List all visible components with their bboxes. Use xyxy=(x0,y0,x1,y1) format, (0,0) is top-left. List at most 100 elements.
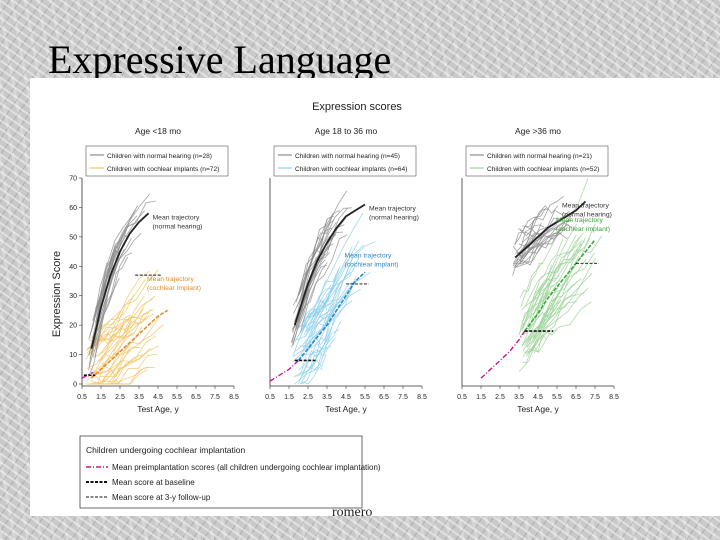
x-tick-label: 8.5 xyxy=(417,394,427,401)
x-tick-label: 5.5 xyxy=(360,394,370,401)
preimplant-line xyxy=(480,330,526,379)
ci-trajectory xyxy=(302,327,330,377)
y-tick-label: 0 xyxy=(73,382,77,389)
ci-trajectory xyxy=(299,366,323,385)
nh-trajectory xyxy=(514,221,566,265)
annotation-normal-line2: (normal hearing) xyxy=(562,212,612,219)
x-axis-title: Test Age, y xyxy=(325,404,367,414)
ci-trajectory xyxy=(533,235,602,296)
nh-trajectory xyxy=(512,222,542,254)
x-tick-label: 2.5 xyxy=(115,394,125,401)
nh-trajectory xyxy=(522,195,565,228)
nh-trajectory xyxy=(514,218,538,246)
panel-legend: Children with normal hearing (n=28) Child… xyxy=(85,145,229,177)
ci-trajectory xyxy=(298,337,336,371)
annotation-ci-line2: (cochlear implant) xyxy=(345,261,399,268)
x-tick-label: 7.5 xyxy=(210,394,220,401)
x-tick-label: 0.5 xyxy=(265,394,275,401)
annotation-ci: Mean trajectory (cochlear implant) xyxy=(556,217,610,233)
panel-title: Age <18 mo xyxy=(135,126,181,136)
legend-item-preimplant: Mean preimplantation scores (all childre… xyxy=(112,463,381,472)
mean-ci-line xyxy=(297,271,366,362)
x-tick-label: 4.5 xyxy=(533,394,543,401)
nh-trajectory xyxy=(514,207,547,245)
preimplant-line xyxy=(269,359,299,382)
ci-trajectory xyxy=(92,295,156,377)
x-tick-label: 7.5 xyxy=(398,394,408,401)
panel-2: Age 18 to 36 mo Children with normal hear… xyxy=(265,126,427,414)
panel-3: Age >36 mo Children with normal hearing (… xyxy=(457,126,619,414)
annotation-normal-line1: Mean trajectory xyxy=(369,205,416,212)
nh-trajectory xyxy=(300,259,326,313)
nh-trajectory xyxy=(519,205,559,237)
annotation-normal: Mean trajectory (normal hearing) xyxy=(153,214,203,230)
ci-trajectory xyxy=(532,272,593,344)
annotation-normal-line1: Mean trajectory xyxy=(153,214,200,221)
mean-ci-line xyxy=(90,309,168,379)
nh-trajectory xyxy=(92,256,129,357)
mean-normal-line xyxy=(293,203,366,326)
ci-trajectory xyxy=(525,329,558,354)
nh-trajectory xyxy=(514,232,562,269)
nh-trajectory xyxy=(88,275,112,371)
ci-trajectory xyxy=(87,313,154,357)
ci-trajectory xyxy=(303,281,354,375)
y-tick-label: 60 xyxy=(69,205,77,212)
annotation-ci-line2: (cochlear implant) xyxy=(147,285,201,292)
legend-title: Children undergoing cochlear implantatio… xyxy=(86,445,246,455)
ci-trajectory xyxy=(93,309,154,378)
ci-trajectory xyxy=(302,345,332,385)
ci-trajectory xyxy=(86,270,150,351)
annotation-ci: Mean trajectory (cochlear implant) xyxy=(345,252,399,268)
ci-trajectory xyxy=(520,178,589,307)
y-tick-label: 10 xyxy=(69,352,77,359)
y-tick-label: 30 xyxy=(69,293,77,300)
ci-trajectory xyxy=(531,279,561,319)
nh-trajectory xyxy=(519,219,573,264)
ci-trajectory xyxy=(532,240,583,299)
preimplant-line xyxy=(81,371,94,379)
ci-trajectory xyxy=(305,271,371,319)
x-tick-label: 6.5 xyxy=(191,394,201,401)
ci-trajectory xyxy=(522,240,585,329)
nh-trajectory xyxy=(292,262,328,346)
nh-trajectory xyxy=(519,216,571,259)
mean-normal-line xyxy=(90,212,150,349)
nh-trajectory xyxy=(298,210,340,295)
nh-trajectory xyxy=(516,224,545,252)
nh-trajectory xyxy=(292,190,348,306)
legend-label-normal: Children with normal hearing (n=28) xyxy=(107,153,212,160)
ci-trajectory xyxy=(521,223,578,331)
y-tick-label: 20 xyxy=(69,323,77,330)
x-tick-label: 3.5 xyxy=(514,394,524,401)
expression-scores-chart: Expression scores Expression Score Age <… xyxy=(51,101,619,509)
nh-trajectory xyxy=(516,223,558,260)
ci-trajectory xyxy=(306,328,332,368)
panel-legend-box xyxy=(465,145,609,177)
x-tick-label: 6.5 xyxy=(571,394,581,401)
ci-trajectory xyxy=(90,333,133,378)
ci-trajectory xyxy=(100,331,135,361)
ci-trajectory xyxy=(521,277,582,346)
nh-trajectory xyxy=(88,223,134,356)
ci-trajectory xyxy=(518,281,578,372)
ci-trajectory xyxy=(299,320,342,385)
y-tick-label: 40 xyxy=(69,264,77,271)
slide-title: Expressive Language xyxy=(48,37,392,82)
figure-main-title: Expression scores xyxy=(312,101,402,113)
ci-trajectory xyxy=(519,262,544,298)
legend-item-followup: Mean score at 3-y follow-up xyxy=(112,493,211,502)
ci-trajectory xyxy=(533,252,595,315)
ci-trajectory xyxy=(86,346,131,382)
x-tick-label: 5.5 xyxy=(552,394,562,401)
legend-label-normal: Children with normal hearing (n=45) xyxy=(295,153,400,160)
ci-trajectory xyxy=(97,323,164,375)
figure-panel: Expression scores Expression Score Age <… xyxy=(30,78,720,516)
x-axis-title: Test Age, y xyxy=(137,404,179,414)
annotation-ci: Mean trajectory (cochlear implant) xyxy=(147,276,201,292)
panel-title: Age 18 to 36 mo xyxy=(315,126,378,136)
x-tick-label: 3.5 xyxy=(322,394,332,401)
annotation-ci-line1: Mean trajectory xyxy=(147,276,194,283)
legend-label-ci: Children with cochlear implants (n=72) xyxy=(107,166,219,173)
ci-trajectory xyxy=(302,284,332,324)
